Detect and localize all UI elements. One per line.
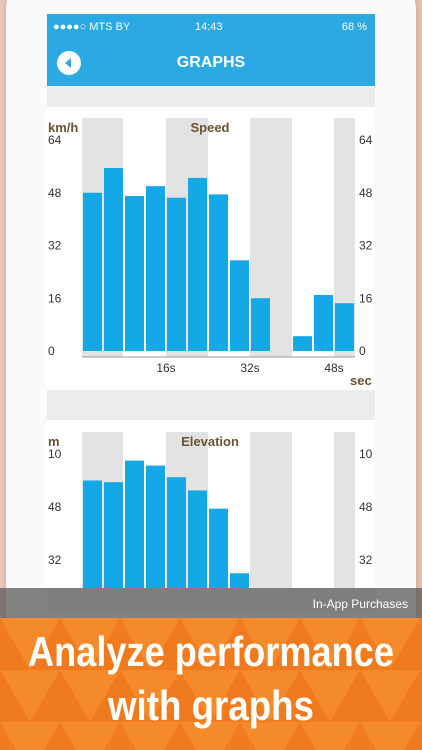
y-tick-label: 48: [48, 186, 62, 200]
bar: [293, 336, 312, 351]
y-tick-label: 48: [48, 500, 62, 514]
bar: [209, 194, 228, 351]
y-tick-label: 16: [48, 291, 62, 305]
y-axis-label: m: [48, 434, 60, 449]
y-tick-label-right: 32: [359, 239, 373, 253]
bar: [188, 490, 207, 588]
badge-text: In-App Purchases: [312, 597, 408, 611]
y-tick-label-right: 16: [359, 291, 373, 305]
badge: In-App Purchases: [0, 588, 422, 618]
y-tick-label: 64: [48, 133, 62, 147]
bar: [125, 460, 144, 588]
chart-title: Speed: [190, 120, 229, 135]
bar: [125, 196, 144, 351]
bar: [167, 477, 186, 588]
bar: [83, 192, 102, 351]
time: 14:43: [195, 21, 223, 33]
y-tick-label-right: 32: [359, 553, 373, 567]
y-tick-label-right: 48: [359, 186, 373, 200]
nav-bar: GRAPHS: [47, 40, 375, 86]
back-button[interactable]: [57, 51, 81, 75]
bar: [104, 482, 123, 588]
chart-title: Elevation: [181, 434, 239, 449]
bar: [251, 298, 270, 351]
bar: [188, 177, 207, 351]
y-tick-label-right: 10: [359, 447, 373, 461]
y-tick-label-right: 48: [359, 500, 373, 514]
x-tick-label: 48s: [324, 361, 343, 375]
charts: Speed km/h sec 0 0 16 16 32 32 48 48 64 64 16s 32s 48s E…: [47, 107, 375, 588]
bar: [146, 465, 165, 588]
banner-line: with graphs: [107, 682, 314, 729]
y-tick-label-right: 64: [359, 133, 373, 147]
y-tick-label: 0: [48, 344, 55, 358]
y-axis-label: km/h: [48, 120, 78, 135]
bar: [335, 303, 354, 351]
bar: [230, 573, 249, 588]
bar: [104, 168, 123, 351]
x-axis-label: sec: [350, 373, 372, 388]
banner: Analyze performance with graphs: [0, 618, 422, 750]
bar: [230, 260, 249, 351]
bar: [209, 508, 228, 588]
y-tick-label-right: 0: [359, 344, 366, 358]
screen-title: GRAPHS: [176, 54, 246, 71]
status-bar: ●●●●○ MTS BY 14:43 68 %: [47, 14, 375, 40]
banner-line: Analyze performance: [28, 628, 394, 675]
y-tick-label: 32: [48, 239, 62, 253]
x-tick-label: 16s: [156, 361, 175, 375]
bar: [83, 480, 102, 588]
x-tick-label: 32s: [240, 361, 259, 375]
y-tick-label: 32: [48, 553, 62, 567]
y-tick-label: 10: [48, 447, 62, 461]
bar: [167, 197, 186, 351]
bar: [314, 294, 333, 351]
carrier: ●●●●○ MTS BY: [53, 21, 131, 33]
bar: [146, 186, 165, 351]
battery: 68 %: [341, 21, 367, 33]
